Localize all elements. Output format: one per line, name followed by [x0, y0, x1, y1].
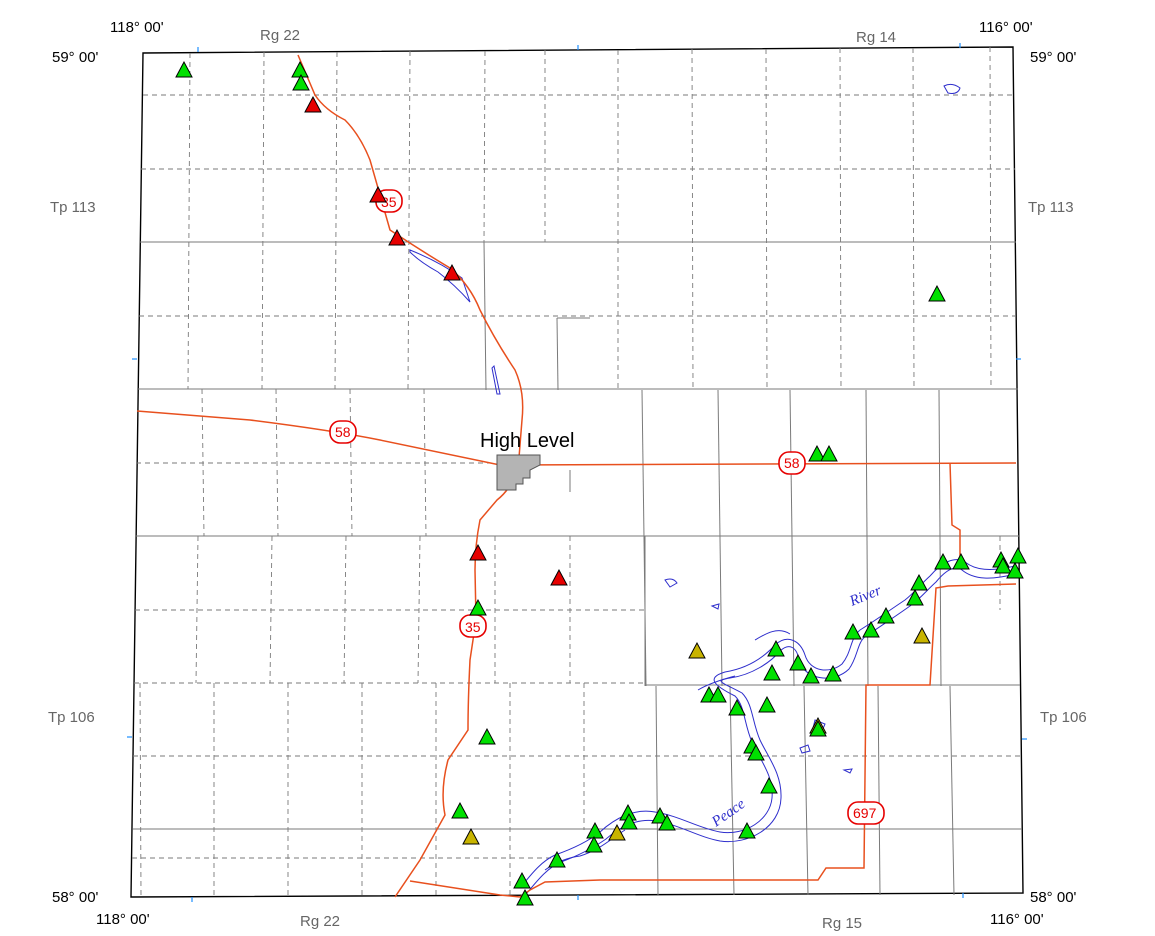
green-triangle-marker — [738, 821, 756, 839]
green-triangle-marker — [709, 685, 727, 703]
hwy-58-east-label: 58 — [784, 455, 800, 471]
highway-shields: 35 35 58 58 697 — [329, 189, 885, 825]
hwy-35-shield-south: 35 — [459, 614, 487, 638]
red-triangle-marker — [369, 185, 387, 203]
survey-grid — [132, 46, 1022, 897]
green-triangle-marker — [808, 444, 826, 462]
corner-labels: 118° 00' 116° 00' 59° 00' 59° 00' 58° 00… — [52, 19, 1077, 928]
green-triangle-marker — [747, 743, 765, 761]
olive-triangle-marker — [913, 626, 931, 644]
green-triangle-marker — [651, 806, 669, 824]
green-triangle-marker — [292, 73, 310, 91]
green-triangle-marker — [1009, 546, 1027, 564]
green-triangle-marker — [809, 719, 827, 737]
lat-top-left: 59° 00' — [52, 49, 99, 66]
township-left-lower: Tp 106 — [48, 709, 95, 726]
green-triangle-marker — [469, 598, 487, 616]
hwy-697-label: 697 — [853, 805, 877, 821]
green-triangle-marker — [802, 666, 820, 684]
grid-labels: Rg 22 Rg 14 Rg 22 Rg 15 Tp 113 Tp 113 Tp… — [48, 27, 1087, 932]
map-frame — [130, 46, 1024, 898]
hwy-58-west-label: 58 — [335, 424, 351, 440]
green-triangle-marker — [934, 552, 952, 570]
lat-bottom-right: 58° 00' — [1030, 889, 1077, 906]
green-triangle-marker — [758, 695, 776, 713]
green-triangle-marker — [548, 850, 566, 868]
green-triangle-marker — [451, 801, 469, 819]
olive-triangle-marker — [688, 641, 706, 659]
lon-top-right: 116° 00' — [979, 19, 1033, 36]
site-markers — [175, 60, 1027, 906]
frame-ticks — [127, 43, 1027, 902]
township-right-lower: Tp 106 — [1040, 709, 1087, 726]
olive-triangle-marker — [462, 827, 480, 845]
lat-bottom-left: 58° 00' — [52, 889, 99, 906]
highway-35 — [297, 54, 524, 898]
highway-58 — [136, 410, 1017, 466]
hwy-58-shield-east: 58 — [778, 451, 806, 475]
green-triangle-marker — [1006, 561, 1024, 579]
green-triangle-marker — [789, 653, 807, 671]
green-triangle-marker — [763, 663, 781, 681]
green-triangle-marker — [928, 284, 946, 302]
high-level-town: High Level — [480, 430, 575, 491]
town-label: High Level — [480, 430, 575, 452]
township-right-upper: Tp 113 — [1028, 199, 1074, 216]
green-triangle-marker — [516, 888, 534, 906]
hwy-35-north-label: 35 — [381, 194, 397, 210]
range-top-right: Rg 14 — [856, 29, 896, 46]
red-triangle-marker — [304, 95, 322, 113]
green-triangle-marker — [877, 606, 895, 624]
olive-triangle-marker — [608, 823, 626, 841]
range-bottom-left: Rg 22 — [300, 913, 340, 930]
roads — [136, 54, 1017, 898]
range-bottom-right: Rg 15 — [822, 915, 862, 932]
green-triangle-marker — [862, 620, 880, 638]
green-triangle-marker — [585, 835, 603, 853]
hwy-697-shield: 697 — [847, 801, 885, 825]
green-triangle-marker — [478, 727, 496, 745]
lon-bottom-right: 116° 00' — [990, 911, 1044, 928]
green-triangle-marker — [952, 552, 970, 570]
green-triangle-marker — [760, 776, 778, 794]
range-top-left: Rg 22 — [260, 27, 300, 44]
green-triangle-marker — [728, 698, 746, 716]
green-triangle-marker — [620, 812, 638, 830]
red-triangle-marker — [469, 543, 487, 561]
hwy-58-shield-west: 58 — [329, 420, 357, 444]
red-triangle-marker — [550, 568, 568, 586]
lon-bottom-left: 118° 00' — [96, 911, 150, 928]
township-left-upper: Tp 113 — [50, 199, 96, 216]
highway-697 — [409, 583, 1017, 898]
hwy-35-south-label: 35 — [465, 619, 481, 635]
green-triangle-marker — [658, 813, 676, 831]
green-triangle-marker — [513, 871, 531, 889]
green-triangle-marker — [767, 639, 785, 657]
green-triangle-marker — [820, 444, 838, 462]
green-triangle-marker — [824, 664, 842, 682]
lon-top-left: 118° 00' — [110, 19, 164, 36]
green-triangle-marker — [994, 556, 1012, 574]
lat-top-right: 59° 00' — [1030, 49, 1077, 66]
red-triangle-marker — [443, 263, 461, 281]
red-triangle-marker — [388, 228, 406, 246]
green-triangle-marker — [175, 60, 193, 78]
green-triangle-marker — [844, 622, 862, 640]
green-triangle-marker — [910, 573, 928, 591]
green-triangle-marker — [906, 588, 924, 606]
